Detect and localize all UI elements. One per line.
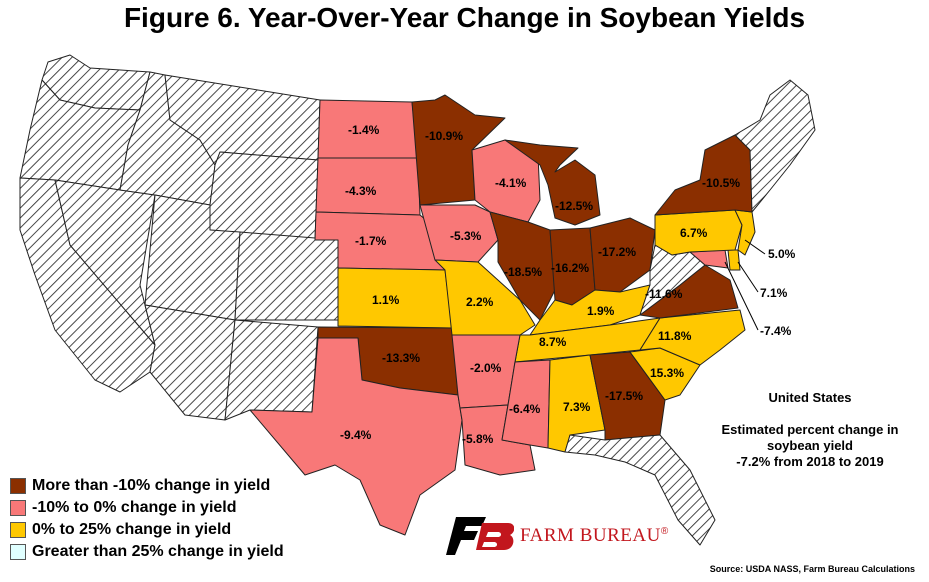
legend-label: Greater than 25% change in yield [32,543,284,560]
state-wyoming [209,151,319,241]
farm-bureau-wordmark: FARM BUREAU [520,525,661,546]
label-north-carolina: 11.8% [658,329,692,343]
leader-line-new-jersey [744,239,766,255]
label-missouri: 2.2% [466,295,494,309]
legend-swatch-0-to-25 [10,522,26,538]
label-oklahoma: -13.3% [382,351,420,365]
label-alabama: 7.3% [563,400,591,414]
leader-line-maryland [724,261,759,331]
us-summary-value: -7.2% from 2018 to 2019 [736,454,884,469]
label-ohio: -17.2% [598,245,636,259]
label-minnesota: -10.9% [425,129,463,143]
legend-item: More than -10% change in yield [10,475,284,497]
state-michigan [504,139,601,226]
legend-swatch-minus-10-to-0 [10,500,26,516]
legend-item: -10% to 0% change in yield [10,497,284,519]
label-georgia: -17.5% [605,389,643,403]
label-tennessee: 8.7% [539,335,567,349]
label-indiana: -16.2% [551,261,589,275]
label-arkansas: -2.0% [470,361,502,375]
label-south-dakota: -4.3% [345,184,377,198]
state-texas [249,337,463,536]
state-north-carolina [639,309,746,366]
source-note: Source: USDA NASS, Farm Bureau Calculati… [709,564,915,574]
state-arizona [144,304,236,421]
legend: More than -10% change in yield -10% to 0… [10,475,284,563]
label-north-dakota: -1.4% [348,123,380,137]
label-nebraska: -1.7% [355,234,387,248]
us-summary-line: soybean yield [767,438,853,453]
label-illinois: -18.5% [504,265,542,279]
label-south-carolina: 15.3% [650,366,684,380]
legend-label: -10% to 0% change in yield [32,499,237,516]
legend-item: Greater than 25% change in yield [10,541,284,563]
label-new-jersey: 5.0% [768,247,796,261]
legend-item: 0% to 25% change in yield [10,519,284,541]
state-new-england [734,79,816,213]
fb-mark-icon [446,517,514,555]
legend-label: More than -10% change in yield [32,477,271,494]
label-michigan: -12.5% [555,199,593,213]
legend-label: 0% to 25% change in yield [32,521,232,538]
us-summary: United States Estimated percent change i… [705,390,915,470]
label-maryland: -7.4% [760,324,792,338]
state-colorado [234,231,341,321]
legend-swatch-greater-than-25 [10,544,26,560]
map-title: Figure 6. Year-Over-Year Change in Soybe… [123,2,806,33]
state-florida [564,434,716,546]
state-missouri [434,259,536,336]
label-mississippi: -6.4% [509,402,541,416]
label-louisiana: -5.8% [462,432,494,446]
label-delaware: 7.1% [760,286,788,300]
farm-bureau-logo: FARM BUREAU ® [444,517,668,555]
leader-line-delaware [737,261,759,293]
label-virginia: -11.6% [645,287,683,301]
us-summary-line: Estimated percent change in [721,422,899,437]
label-pennsylvania: 6.7% [680,226,708,240]
state-minnesota [411,94,506,206]
label-texas: -9.4% [340,428,372,442]
label-wisconsin: -4.1% [495,176,527,190]
label-iowa: -5.3% [450,229,482,243]
label-kansas: 1.1% [372,293,400,307]
us-summary-title: United States [768,390,852,405]
legend-swatch-more-than-minus-10 [10,478,26,494]
state-new-york [654,134,753,216]
state-new-mexico [224,319,319,421]
state-delaware [727,249,741,271]
registered-mark: ® [660,525,669,537]
label-new-york: -10.5% [702,176,740,190]
label-kentucky: 1.9% [587,304,615,318]
